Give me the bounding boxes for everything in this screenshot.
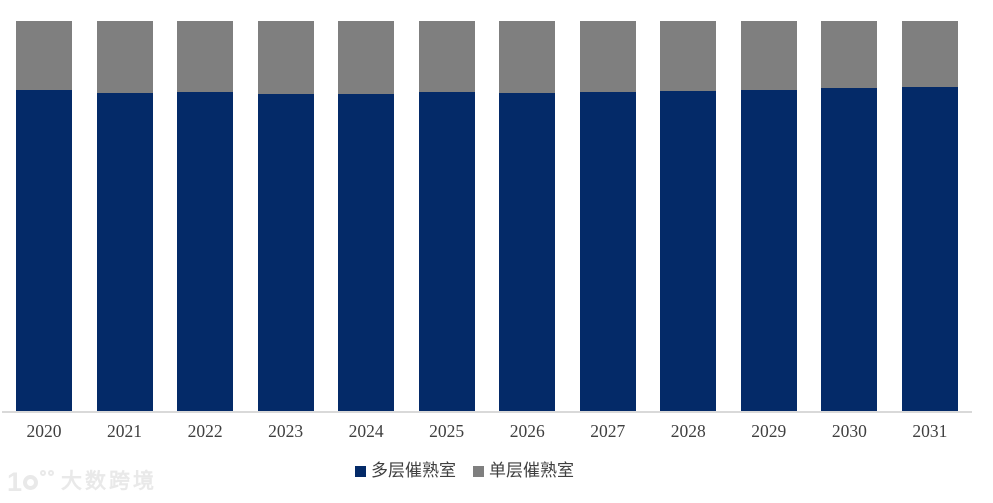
bar-segment-multi-2023 <box>257 93 314 411</box>
bar-segment-multi-2031 <box>901 86 958 411</box>
bar-column-2020 <box>16 21 72 411</box>
x-tick-2028: 2028 <box>670 421 706 441</box>
bar-segment-single-2023 <box>257 21 314 94</box>
x-tick-2020: 2020 <box>26 421 62 441</box>
x-tick-2030: 2030 <box>831 421 867 441</box>
bar-column-2022 <box>177 21 234 411</box>
x-tick-2023: 2023 <box>268 421 304 441</box>
bar-column-2030 <box>821 21 878 411</box>
bar-segment-multi-2029 <box>740 90 797 411</box>
bar-column-2027 <box>579 21 636 411</box>
bar-segment-single-2020 <box>16 21 72 91</box>
bar-segment-multi-2026 <box>499 92 556 411</box>
bar-segment-single-2024 <box>338 21 395 94</box>
bar-segment-multi-2028 <box>660 90 717 411</box>
watermark-rings-logo-icon: 1 <box>7 468 55 496</box>
x-tick-2029: 2029 <box>751 421 787 441</box>
legend-item-singlelayer: 单层催熟室 <box>473 461 574 481</box>
bar-segment-single-2022 <box>177 21 234 92</box>
bar-segment-multi-2024 <box>338 93 395 411</box>
bar-segment-single-2026 <box>499 21 556 93</box>
plot-area <box>0 21 993 411</box>
x-tick-2027: 2027 <box>590 421 626 441</box>
legend-swatch-multilayer-icon <box>355 465 366 477</box>
bar-column-2023 <box>257 21 314 411</box>
bar-segment-multi-2030 <box>821 88 878 411</box>
x-axis-line <box>2 411 972 413</box>
watermark: 1 大数跨境 <box>7 468 157 496</box>
bar-segment-single-2029 <box>740 21 797 91</box>
legend-label-multilayer: 多层催熟室 <box>371 461 456 480</box>
legend-item-multilayer: 多层催熟室 <box>355 461 456 481</box>
bar-column-2025 <box>418 21 475 411</box>
bar-column-2031 <box>901 21 958 411</box>
bar-segment-single-2030 <box>821 21 878 89</box>
bar-segment-single-2028 <box>660 21 717 91</box>
bar-segment-multi-2022 <box>177 91 234 411</box>
x-tick-2021: 2021 <box>107 421 143 441</box>
x-tick-2026: 2026 <box>509 421 545 441</box>
watermark-text: 大数跨境 <box>61 470 158 493</box>
legend: 多层催熟室 单层催熟室 <box>0 461 961 481</box>
bar-segment-multi-2020 <box>16 90 72 411</box>
bar-segment-single-2027 <box>579 21 636 93</box>
bar-segment-single-2025 <box>418 21 475 93</box>
x-tick-2025: 2025 <box>429 421 465 441</box>
bar-segment-multi-2021 <box>96 92 153 411</box>
bar-segment-multi-2027 <box>579 92 636 411</box>
x-tick-2024: 2024 <box>348 421 384 441</box>
bar-segment-multi-2025 <box>418 92 475 411</box>
bar-segment-single-2031 <box>901 21 958 87</box>
bar-column-2024 <box>338 21 395 411</box>
bar-column-2028 <box>660 21 717 411</box>
legend-label-singlelayer: 单层催熟室 <box>489 461 574 480</box>
bar-column-2029 <box>740 21 797 411</box>
bar-column-2026 <box>499 21 556 411</box>
bar-column-2021 <box>96 21 153 411</box>
legend-swatch-singlelayer-icon <box>473 465 484 477</box>
x-axis-tick-labels: 2020 2021 2022 2023 2024 2025 2026 2027 2028 2029… <box>0 420 993 442</box>
bar-segment-single-2021 <box>96 21 153 93</box>
x-tick-2031: 2031 <box>912 421 948 441</box>
x-tick-2022: 2022 <box>187 421 223 441</box>
